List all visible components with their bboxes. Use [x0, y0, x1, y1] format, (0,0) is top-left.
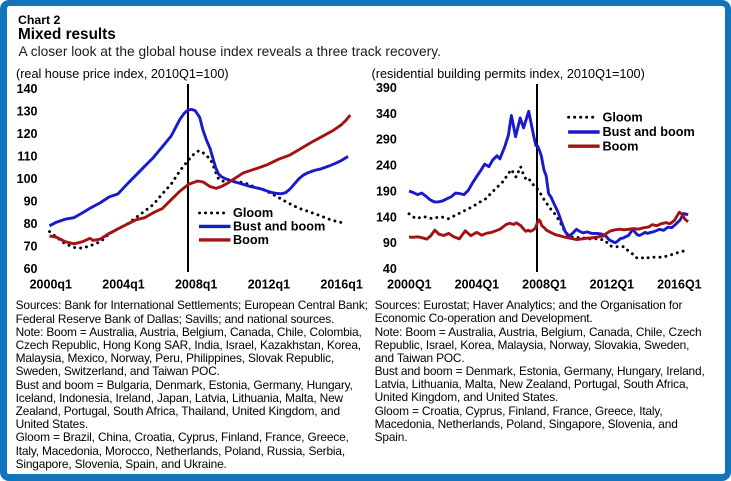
svg-text:140: 140 [376, 210, 397, 224]
svg-text:120: 120 [17, 127, 38, 141]
svg-text:2008Q1: 2008Q1 [522, 277, 567, 291]
svg-text:100: 100 [17, 172, 38, 186]
svg-text:Bust and boom: Bust and boom [233, 220, 325, 234]
svg-text:40: 40 [383, 262, 397, 276]
svg-text:Gloom: Gloom [603, 110, 643, 124]
svg-text:140: 140 [17, 82, 38, 96]
svg-text:2004Q1: 2004Q1 [455, 277, 500, 291]
svg-text:90: 90 [383, 236, 397, 250]
svg-text:2008q1: 2008q1 [175, 277, 217, 291]
svg-text:Bust and boom: Bust and boom [603, 125, 695, 139]
svg-text:2016Q1: 2016Q1 [657, 277, 702, 291]
svg-text:80: 80 [24, 217, 38, 231]
svg-text:Boom: Boom [233, 233, 269, 247]
svg-text:110: 110 [17, 149, 37, 163]
svg-text:Gloom: Gloom [233, 206, 273, 220]
svg-text:240: 240 [376, 159, 397, 173]
svg-text:2016q1: 2016q1 [320, 277, 362, 291]
svg-text:340: 340 [376, 107, 397, 121]
svg-text:190: 190 [376, 184, 397, 198]
svg-text:70: 70 [24, 239, 38, 253]
svg-text:90: 90 [24, 194, 38, 208]
svg-text:Boom: Boom [603, 139, 639, 153]
svg-text:390: 390 [376, 81, 397, 95]
svg-text:2000q1: 2000q1 [30, 277, 72, 291]
svg-text:130: 130 [17, 104, 38, 118]
svg-text:60: 60 [24, 262, 38, 276]
svg-text:290: 290 [376, 133, 397, 147]
svg-text:2012q1: 2012q1 [248, 277, 290, 291]
svg-text:2000Q1: 2000Q1 [387, 277, 432, 291]
svg-text:2012Q1: 2012Q1 [590, 277, 635, 291]
svg-text:2004q1: 2004q1 [102, 277, 144, 291]
